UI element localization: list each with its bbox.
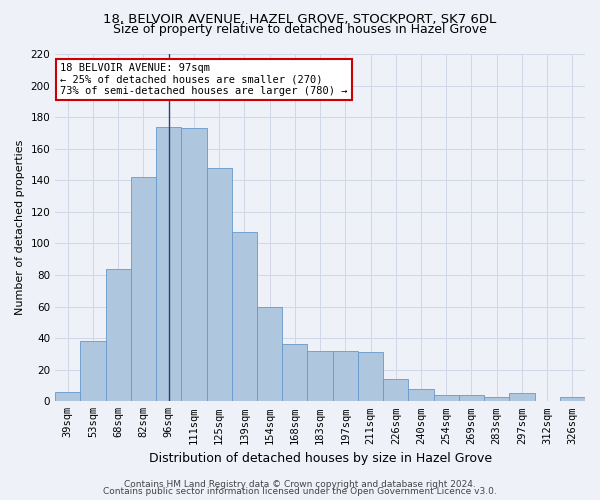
Bar: [409, 388, 434, 402]
Bar: [509, 394, 535, 402]
Bar: [484, 396, 509, 402]
X-axis label: Distribution of detached houses by size in Hazel Grove: Distribution of detached houses by size …: [149, 452, 491, 465]
Bar: [106, 268, 131, 402]
Bar: [332, 351, 358, 402]
Text: Contains HM Land Registry data © Crown copyright and database right 2024.: Contains HM Land Registry data © Crown c…: [124, 480, 476, 489]
Bar: [459, 395, 484, 402]
Bar: [257, 306, 282, 402]
Bar: [232, 232, 257, 402]
Text: Contains public sector information licensed under the Open Government Licence v3: Contains public sector information licen…: [103, 487, 497, 496]
Bar: [560, 396, 585, 402]
Bar: [55, 392, 80, 402]
Text: Size of property relative to detached houses in Hazel Grove: Size of property relative to detached ho…: [113, 22, 487, 36]
Bar: [206, 168, 232, 402]
Bar: [434, 395, 459, 402]
Text: 18 BELVOIR AVENUE: 97sqm
← 25% of detached houses are smaller (270)
73% of semi-: 18 BELVOIR AVENUE: 97sqm ← 25% of detach…: [61, 62, 348, 96]
Bar: [181, 128, 206, 402]
Bar: [156, 126, 181, 402]
Bar: [131, 177, 156, 402]
Bar: [307, 351, 332, 402]
Bar: [282, 344, 307, 402]
Text: 18, BELVOIR AVENUE, HAZEL GROVE, STOCKPORT, SK7 6DL: 18, BELVOIR AVENUE, HAZEL GROVE, STOCKPO…: [103, 12, 497, 26]
Y-axis label: Number of detached properties: Number of detached properties: [15, 140, 25, 316]
Bar: [80, 342, 106, 402]
Bar: [358, 352, 383, 402]
Bar: [383, 379, 409, 402]
